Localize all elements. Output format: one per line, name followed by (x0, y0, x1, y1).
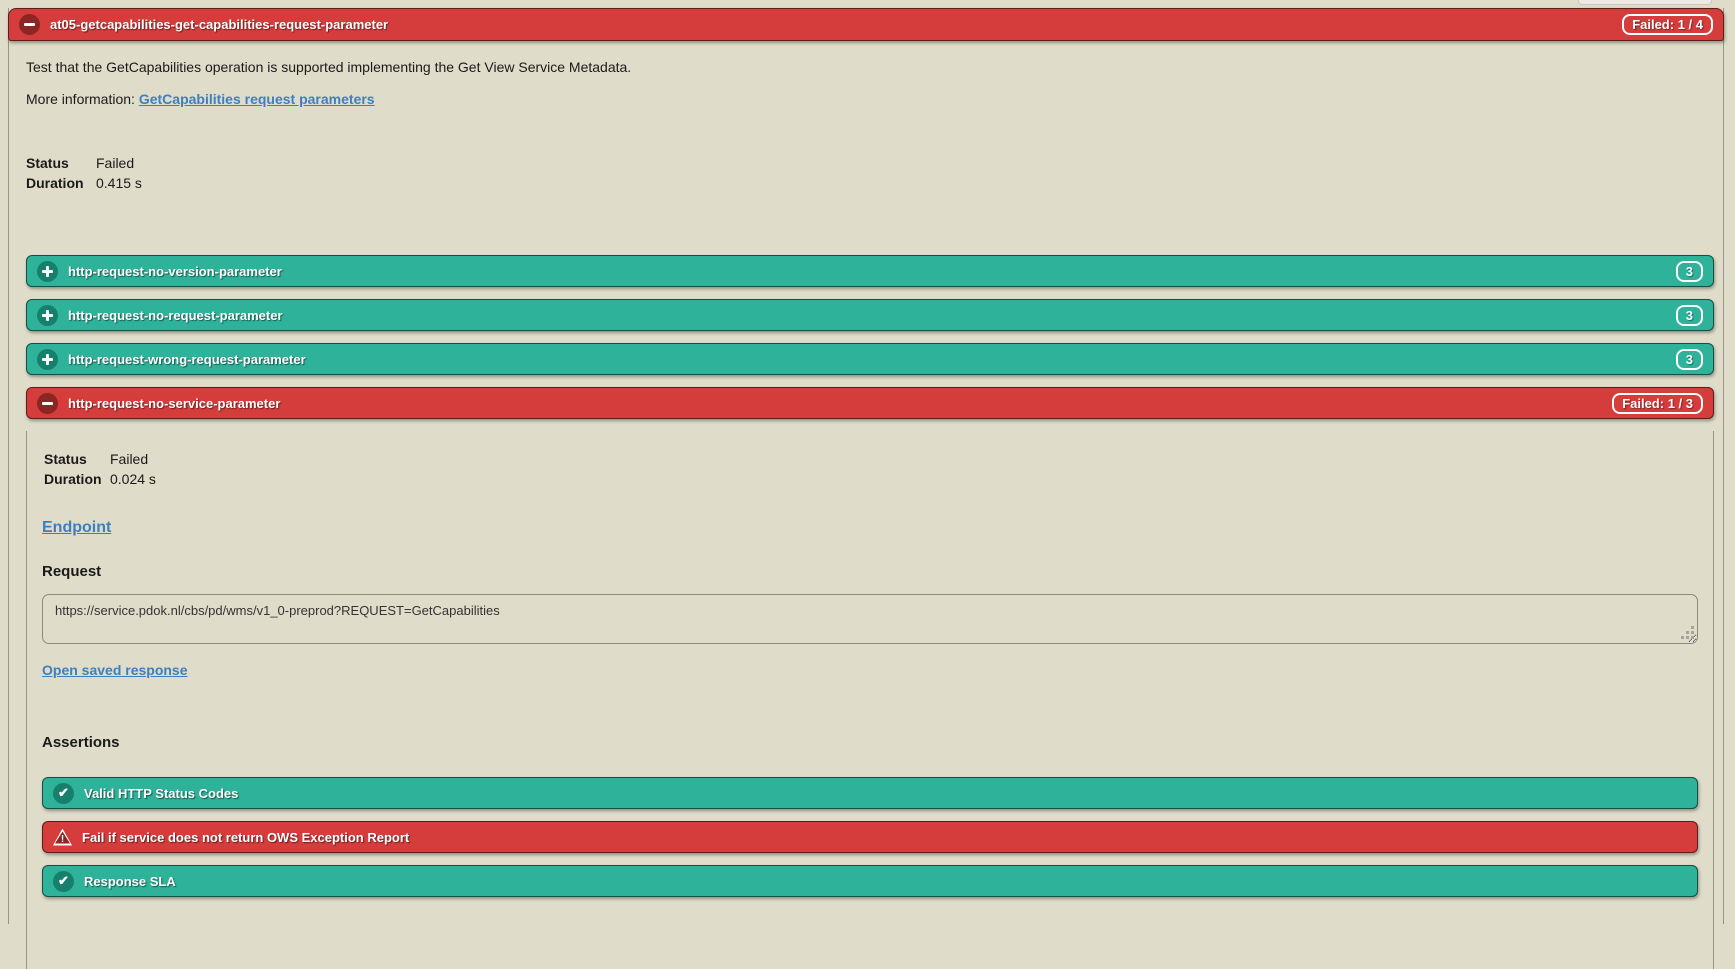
check-circle-icon (53, 782, 74, 804)
step-label: http-request-no-request-parameter (68, 307, 283, 323)
step-bar-wrong-request-parameter[interactable]: http-request-wrong-request-parameter 3 (26, 343, 1714, 375)
assertion-bar-valid-http-status-codes[interactable]: Valid HTTP Status Codes (42, 777, 1698, 809)
step-detail-panel: Status Failed Duration 0.024 s Endpoint … (26, 431, 1714, 969)
endpoint-line: Endpoint (42, 519, 1698, 537)
summary-status-value: Failed (96, 155, 135, 171)
collapse-minus-icon (19, 14, 40, 35)
step-label: http-request-wrong-request-parameter (68, 351, 306, 367)
request-heading: Request (42, 563, 102, 580)
detail-duration-value: 0.024 s (110, 471, 156, 487)
test-case-header[interactable]: at05-getcapabilities-get-capabilities-re… (8, 8, 1724, 41)
assertion-bar-ows-exception-report[interactable]: ! Fail if service does not return OWS Ex… (42, 821, 1698, 853)
expand-plus-icon (37, 348, 58, 370)
more-information-label: More information: (26, 91, 139, 107)
step-bar-no-version-parameter[interactable]: http-request-no-version-parameter 3 (26, 255, 1714, 287)
detail-duration-label: Duration (44, 471, 102, 487)
request-url-textarea[interactable]: https://service.pdok.nl/cbs/pd/wms/v1_0-… (42, 594, 1698, 644)
more-information-link[interactable]: GetCapabilities request parameters (138, 91, 375, 107)
test-case-title: at05-getcapabilities-get-capabilities-re… (50, 17, 389, 32)
open-saved-response-link[interactable]: Open saved response (42, 662, 188, 678)
test-case-failed-badge: Failed: 1 / 4 (1622, 14, 1713, 35)
request-box: https://service.pdok.nl/cbs/pd/wms/v1_0-… (42, 594, 1698, 644)
expand-plus-icon (37, 304, 58, 326)
step-failed-badge: Failed: 1 / 3 (1612, 392, 1703, 414)
summary-status-label: Status (26, 155, 69, 171)
detail-status-value: Failed (110, 451, 149, 467)
assertion-label: Fail if service does not return OWS Exce… (82, 829, 410, 845)
assertions-list: Valid HTTP Status Codes ! Fail if servic… (42, 777, 1698, 897)
step-bar-no-request-parameter[interactable]: http-request-no-request-parameter 3 (26, 299, 1714, 331)
check-circle-icon (53, 870, 74, 892)
step-label: http-request-no-service-parameter (68, 395, 281, 411)
warning-triangle-icon: ! (53, 828, 72, 846)
top-edge-artifact (1578, 0, 1712, 5)
step-bar-no-service-parameter[interactable]: http-request-no-service-parameter Failed… (26, 387, 1714, 419)
collapse-minus-icon (37, 392, 58, 414)
step-count-badge: 3 (1675, 348, 1703, 370)
step-count-badge: 3 (1675, 260, 1703, 282)
summary-status-block: Status Failed Duration 0.415 s (26, 155, 1714, 191)
test-description: Test that the GetCapabilities operation … (26, 59, 632, 75)
detail-status-block: Status Failed Duration 0.024 s (42, 451, 1698, 487)
summary-duration-value: 0.415 s (96, 175, 142, 191)
assertions-heading: Assertions (42, 734, 120, 751)
resize-grip-icon[interactable] (1691, 636, 1694, 639)
open-saved-response-line: Open saved response (42, 662, 1698, 678)
test-case-panel: at05-getcapabilities-get-capabilities-re… (8, 8, 1724, 969)
endpoint-link[interactable]: Endpoint (42, 519, 112, 536)
step-label: http-request-no-version-parameter (68, 263, 282, 279)
test-steps-list: http-request-no-version-parameter 3 http… (26, 255, 1714, 969)
assertion-label: Response SLA (84, 873, 176, 889)
more-information-line: More information: GetCapabilities reques… (26, 91, 1714, 107)
test-case-body: Test that the GetCapabilities operation … (9, 41, 1723, 969)
expand-plus-icon (37, 260, 58, 282)
summary-duration-label: Duration (26, 175, 84, 191)
step-count-badge: 3 (1675, 304, 1703, 326)
assertion-bar-response-sla[interactable]: Response SLA (42, 865, 1698, 897)
detail-status-label: Status (44, 451, 87, 467)
assertion-label: Valid HTTP Status Codes (84, 785, 239, 801)
